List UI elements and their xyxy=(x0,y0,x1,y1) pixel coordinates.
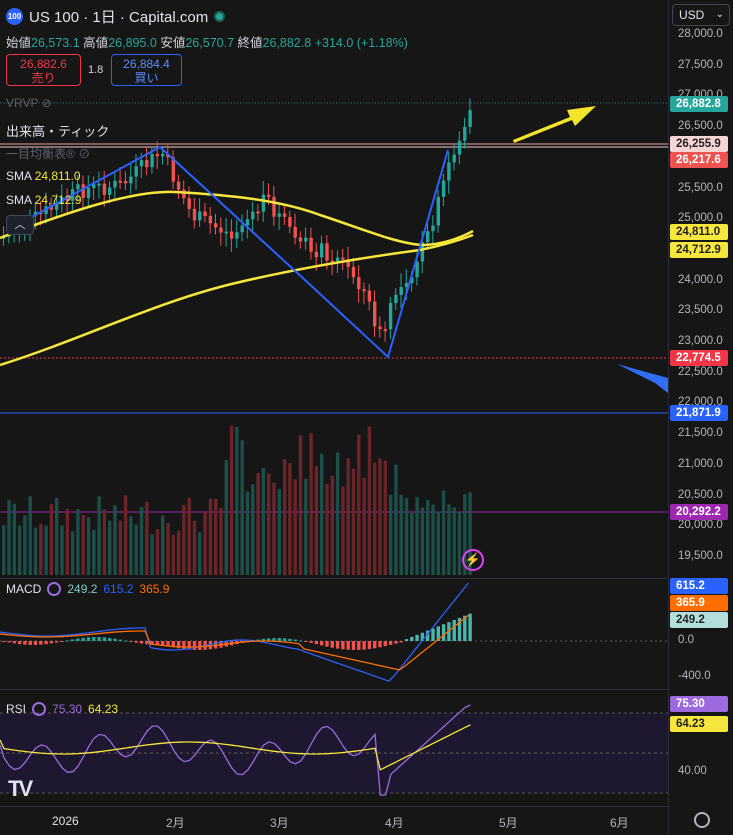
price-axis-tick: 25,000.0 xyxy=(678,212,723,225)
price-axis-tick: 28,000.0 xyxy=(678,28,723,40)
sma-indicator-2[interactable]: SMA 24,712.9 xyxy=(6,193,82,207)
price-axis-tick: 21,000.0 xyxy=(678,457,723,470)
rsi-line xyxy=(0,704,471,796)
pane-divider xyxy=(0,806,668,807)
sma-price-tag: 24,712.9 xyxy=(670,242,728,258)
lightning-icon[interactable]: ⚡ xyxy=(462,549,484,571)
buy-button[interactable]: 26,884.4 買い xyxy=(111,54,182,86)
x-axis-label: 4月 xyxy=(385,816,404,830)
indicator-settings-icon[interactable] xyxy=(32,702,47,716)
volume-tick-indicator[interactable]: 出来高・ティック xyxy=(6,124,110,139)
horizontal-line-tag: 20,292.2 xyxy=(670,504,728,520)
price-axis-tick: 19,500.0 xyxy=(678,549,723,562)
horizontal-line-tag: 21,871.9 xyxy=(670,405,728,421)
price-axis-tick: 23,000.0 xyxy=(678,335,723,347)
chevron-down-icon: ⌄ xyxy=(715,9,724,20)
sma-indicator-1[interactable]: SMA 24,811.0 xyxy=(6,169,81,183)
volume-bars xyxy=(2,425,472,575)
price-chart[interactable] xyxy=(0,0,668,835)
price-axis-tick: 22,500.0 xyxy=(678,365,723,378)
ichimoku-indicator[interactable]: 一目均衡表® ⊘ xyxy=(6,147,91,161)
x-axis-label: 2月 xyxy=(166,816,185,830)
sma-long-line xyxy=(0,233,474,367)
x-axis-label: 2026 xyxy=(52,814,79,828)
eye-hidden-icon[interactable]: ⊘ xyxy=(78,147,91,161)
macd-axis-tick: 0.0 xyxy=(678,634,694,646)
market-open-icon xyxy=(214,10,226,22)
macd-signal-line xyxy=(0,614,469,671)
price-tag: 26,217.6 xyxy=(670,152,728,168)
macd-axis-tick: -400.0 xyxy=(678,670,711,682)
last-price-tag: 26,882.8 xyxy=(670,96,728,112)
price-axis-tick: 25,500.0 xyxy=(678,181,723,194)
pane-divider[interactable] xyxy=(0,578,668,579)
macd-legend[interactable]: MACD 249.2 615.2 365.9 xyxy=(6,582,170,596)
price-axis-tick: 23,500.0 xyxy=(678,304,723,317)
x-axis-label: 6月 xyxy=(610,816,629,830)
rsi-ma-line xyxy=(0,724,471,771)
tradingview-logo-icon[interactable]: TV xyxy=(8,776,33,801)
currency-select[interactable]: USD ⌄ xyxy=(672,4,730,26)
horizontal-line-tag: 22,774.5 xyxy=(670,350,728,366)
x-axis-label: 3月 xyxy=(270,816,289,830)
settings-gear-icon[interactable] xyxy=(694,812,710,828)
price-axis-tick: 26,500.0 xyxy=(678,120,723,133)
rsi-tag: 64.23 xyxy=(670,716,728,732)
macd-tag: 249.2 xyxy=(670,612,728,628)
price-axis-tick: 27,500.0 xyxy=(678,58,723,71)
macd-tag: 615.2 xyxy=(670,578,728,594)
blue-arrow xyxy=(617,364,668,393)
ohlc-values: 始値26,573.1 高値26,895.0 安値26,570.7 終値26,88… xyxy=(6,36,408,50)
price-tag: 26,255.9 xyxy=(670,136,728,152)
symbol-logo-icon: 100 xyxy=(6,7,23,25)
eye-hidden-icon[interactable]: ⊘ xyxy=(41,96,52,110)
yellow-arrow xyxy=(513,106,596,143)
pane-divider[interactable] xyxy=(0,689,668,690)
price-axis-tick: 21,500.0 xyxy=(678,427,723,440)
spread-value: 1.8 xyxy=(88,64,104,76)
indicator-settings-icon[interactable] xyxy=(47,582,62,596)
macd-line xyxy=(0,582,469,682)
symbol-header[interactable]: 100 US 100 · 1日 · Capital.com xyxy=(6,6,226,26)
rsi-axis-tick: 40.00 xyxy=(678,765,707,777)
x-axis-label: 5月 xyxy=(499,816,518,830)
rsi-legend[interactable]: RSI 75.30 64.23 xyxy=(6,702,119,716)
trend-zigzag xyxy=(7,145,449,359)
price-axis-tick: 20,000.0 xyxy=(678,519,723,532)
sma-price-tag: 24,811.0 xyxy=(670,224,728,240)
sma-short-line xyxy=(0,190,474,247)
macd-tag: 365.9 xyxy=(670,595,728,611)
rsi-tag: 75.30 xyxy=(670,696,728,712)
vrvp-indicator[interactable]: VRVP ⊘ xyxy=(6,96,52,110)
macd-histogram xyxy=(2,613,472,650)
price-axis-tick: 24,000.0 xyxy=(678,273,723,286)
collapse-legend-button[interactable]: ︿ xyxy=(6,215,34,235)
price-axis-tick: 20,500.0 xyxy=(678,488,723,501)
sell-button[interactable]: 26,882.6 売り xyxy=(6,54,81,86)
symbol-title[interactable]: US 100 · 1日 · Capital.com xyxy=(29,8,209,26)
